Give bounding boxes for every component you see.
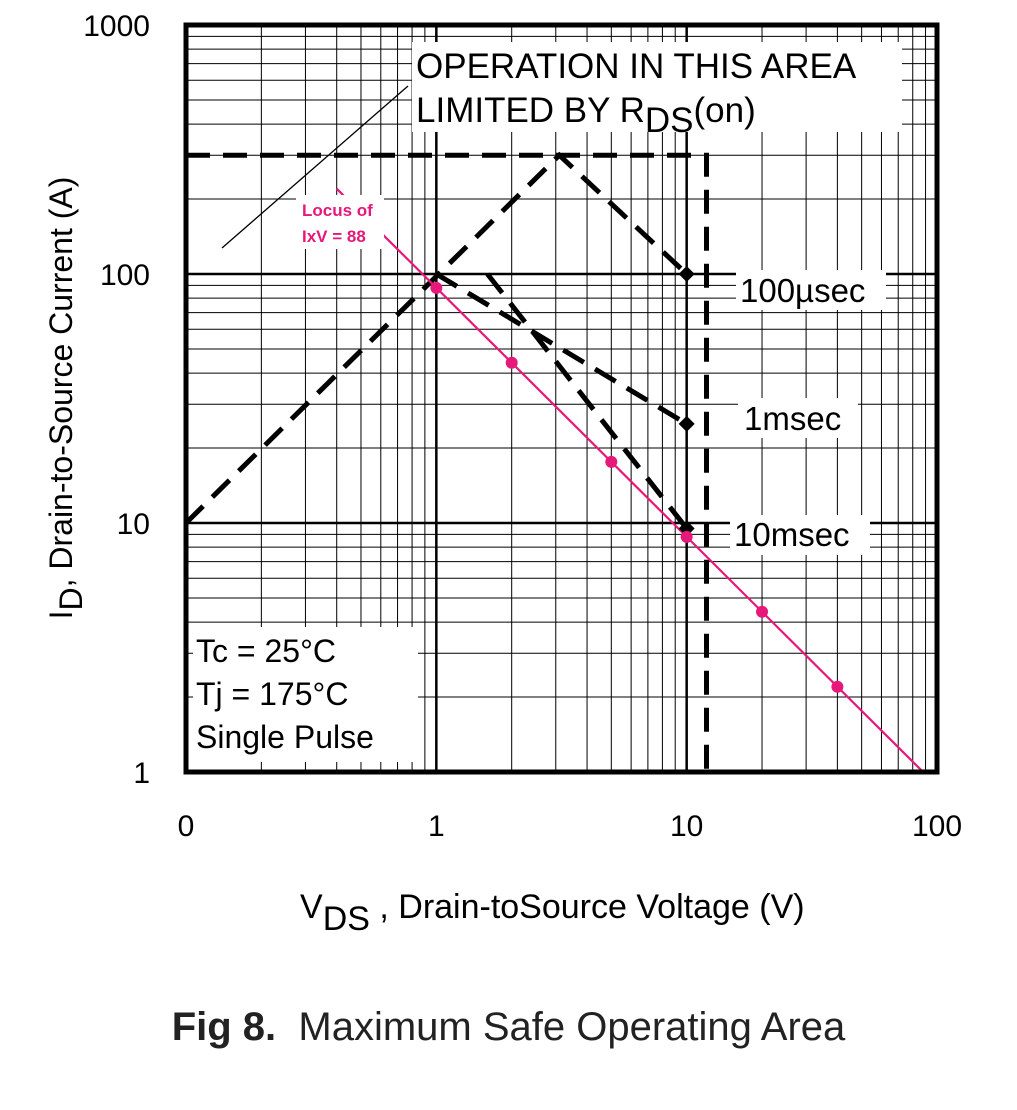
x-tick-label: 1	[428, 810, 445, 843]
y-tick-label: 100	[100, 259, 150, 292]
rds-line2-sub: DS	[645, 101, 694, 140]
locus-point	[756, 605, 769, 618]
locus-point	[680, 530, 693, 543]
rds-line2-main: LIMITED BY R	[416, 91, 645, 130]
locus-line2: IxV = 88	[302, 227, 366, 246]
series-line-3	[186, 152, 709, 772]
locus-point	[505, 356, 518, 369]
locus-line1: Locus of	[302, 201, 373, 220]
y-tick-label: 10	[117, 508, 150, 541]
series-end-marker	[678, 266, 695, 282]
caption-number: Fig 8.	[171, 1005, 277, 1049]
locus-point	[430, 281, 443, 294]
series-label-10msec: 10msec	[734, 516, 850, 553]
x-axis-label: VDS , Drain-toSource Voltage (V)	[300, 888, 805, 938]
rds-line1: OPERATION IN THIS AREA	[416, 47, 857, 86]
locus-annotation: Locus of IxV = 88	[296, 195, 384, 249]
x-tick-label: 100	[912, 810, 962, 843]
caption-text: Maximum Safe Operating Area	[298, 1005, 846, 1049]
locus-point	[831, 680, 844, 693]
locus-layer	[430, 281, 844, 693]
series-end-marker	[678, 415, 695, 432]
series-label-100usec: 100µsec	[740, 272, 865, 309]
series-label-1msec: 1msec	[744, 400, 841, 437]
condition-tc: Tc = 25°C	[196, 633, 336, 669]
x-axis-label-rest: , Drain-toSource Voltage (V)	[370, 888, 805, 926]
x-tick-label: 0	[178, 810, 195, 843]
plot-frame	[183, 22, 940, 775]
y-axis-label-main: I	[43, 611, 79, 620]
figure-caption: Fig 8. Maximum Safe Operating Area	[0, 1005, 1017, 1050]
rds-pointer	[221, 85, 409, 249]
conditions-box: Tc = 25°C Tj = 175°C Single Pulse	[193, 627, 418, 762]
y-axis-label-sub: D	[53, 587, 89, 610]
y-axis-label: ID, Drain-to-Source Current (A)	[43, 177, 89, 620]
rds-annotation: OPERATION IN THIS AREA LIMITED BY RDS(on…	[412, 42, 902, 140]
condition-tj: Tj = 175°C	[196, 676, 348, 712]
rds-line2: LIMITED BY RDS(on)	[416, 91, 756, 140]
y-axis-label-rest: , Drain-to-Source Current (A)	[43, 177, 79, 588]
x-axis-label-main: V	[300, 888, 323, 926]
series-labels: 100µsec 1msec 10msec	[730, 270, 886, 555]
y-tick-label: 1000	[83, 10, 150, 43]
condition-pulse: Single Pulse	[196, 719, 374, 755]
series-line-2	[485, 272, 689, 531]
locus-point	[605, 455, 618, 468]
rds-line2-end: (on)	[693, 91, 755, 130]
y-tick-label: 1	[133, 757, 150, 790]
x-axis-label-sub: DS	[323, 900, 370, 938]
series-line-1	[435, 271, 688, 427]
x-tick-label: 10	[670, 810, 703, 843]
